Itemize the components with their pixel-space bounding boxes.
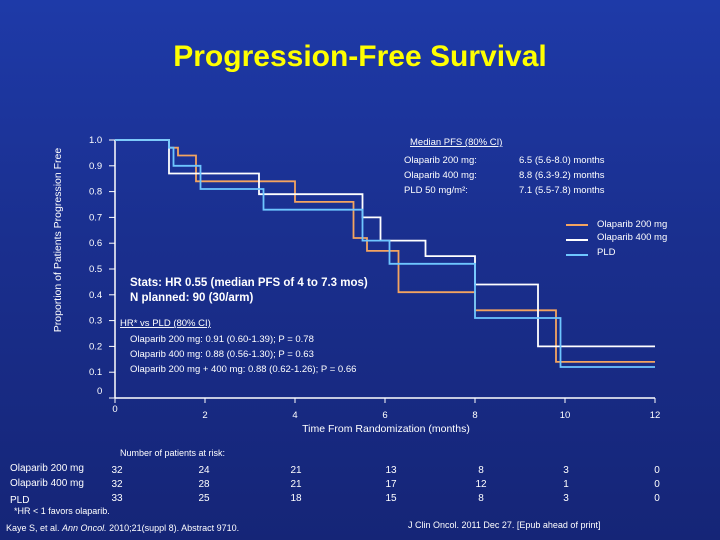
- chart-axes: 0 0.1 0.2 0.3 0.4 0.5 0.6 0.7 0.8 0.9 1.0 0 2 4 6 8 10 12: [89, 135, 660, 421]
- at-risk-cell: 32: [111, 465, 123, 476]
- legend-label-olaparib-200: Olaparib 200 mg: [597, 219, 667, 230]
- median-pfs-label-2: Olaparib 400 mg:: [404, 170, 477, 181]
- at-risk-cell: 8: [478, 465, 484, 476]
- at-risk-cell: 12: [475, 479, 487, 490]
- at-risk-cell: 21: [290, 479, 302, 490]
- x-tick-label: 2: [202, 410, 207, 421]
- x-tick-label: 10: [560, 410, 571, 421]
- at-risk-cell: 32: [111, 479, 123, 490]
- median-pfs-label-3: PLD 50 mg/m²:: [404, 185, 468, 196]
- y-tick-label: 0.3: [89, 316, 102, 327]
- y-tick-label: 0: [97, 386, 102, 397]
- at-risk-cell: 15: [385, 493, 397, 504]
- at-risk-cell: 0: [654, 479, 660, 490]
- at-risk-cell: 17: [385, 479, 397, 490]
- at-risk-cell: 28: [198, 479, 210, 490]
- y-tick-label: 0.5: [89, 264, 102, 275]
- stats-line-1: Stats: HR 0.55 (median PFS of 4 to 7.3 m…: [130, 277, 368, 289]
- at-risk-cell: 8: [478, 493, 484, 504]
- reference-authors: Kaye S, et al.: [6, 523, 60, 533]
- km-curves: [115, 139, 655, 368]
- y-tick-label: 0.1: [89, 367, 102, 378]
- y-tick-label: 0.6: [89, 238, 102, 249]
- x-axis-label: Time From Randomization (months): [302, 423, 470, 435]
- x-tick-label: 6: [382, 410, 387, 421]
- median-pfs-value-1: 6.5 (5.6-8.0) months: [519, 155, 605, 166]
- y-tick-label: 0.2: [89, 341, 102, 352]
- at-risk-row-label: Olaparib 200 mg: [10, 463, 84, 474]
- hr-row-2: Olaparib 400 mg: 0.88 (0.56-1.30); P = 0…: [130, 349, 314, 360]
- median-pfs-value-2: 8.8 (6.3-9.2) months: [519, 170, 605, 181]
- stats-line-2: N planned: 90 (30/arm): [130, 292, 254, 304]
- x-tick-label: 4: [292, 410, 297, 421]
- at-risk-cell: 0: [654, 465, 660, 476]
- footnote: *HR < 1 favors olaparib.: [14, 506, 110, 516]
- reference-journal: Ann Oncol.: [62, 523, 107, 533]
- at-risk-row-label: PLD: [10, 495, 30, 506]
- x-tick-label: 0: [112, 404, 117, 415]
- reference: Kaye S, et al. Ann Oncol. 2010;21(suppl …: [6, 523, 239, 533]
- median-pfs-header: Median PFS (80% CI): [410, 137, 502, 148]
- y-tick-label: 0.7: [89, 212, 102, 223]
- at-risk-row-label: Olaparib 400 mg: [10, 478, 84, 489]
- at-risk-cell: 25: [198, 493, 210, 504]
- at-risk-cell: 3: [563, 465, 569, 476]
- at-risk-cell: 24: [198, 465, 210, 476]
- at-risk-header: Number of patients at risk:: [120, 448, 226, 458]
- at-risk-cell: 0: [654, 493, 660, 504]
- series-line-olaparib-400-mg: [115, 139, 655, 348]
- legend: Olaparib 200 mg Olaparib 400 mg PLD: [566, 219, 667, 258]
- at-risk-cell: 33: [111, 493, 123, 504]
- at-risk-cell: 21: [290, 465, 302, 476]
- median-pfs-value-3: 7.1 (5.5-7.8) months: [519, 185, 605, 196]
- reference-rest: 2010;21(suppl 8). Abstract 9710.: [109, 523, 240, 533]
- y-tick-label: 0.8: [89, 187, 102, 198]
- series-line-pld: [115, 139, 655, 368]
- hr-row-1: Olaparib 200 mg: 0.91 (0.60-1.39); P = 0…: [130, 334, 314, 345]
- y-tick-label: 0.9: [89, 161, 102, 172]
- at-risk-cell: 3: [563, 493, 569, 504]
- median-pfs-label-1: Olaparib 200 mg:: [404, 155, 477, 166]
- hr-header: HR* vs PLD (80% CI): [120, 318, 211, 329]
- y-axis-label: Proportion of Patients Progression Free: [52, 148, 64, 333]
- citation: J Clin Oncol. 2011 Dec 27. [Epub ahead o…: [408, 520, 601, 530]
- at-risk-cell: 1: [563, 479, 569, 490]
- legend-label-pld: PLD: [597, 247, 616, 258]
- at-risk-cell: 13: [385, 465, 397, 476]
- at-risk-cell: 18: [290, 493, 302, 504]
- y-tick-label: 1.0: [89, 135, 102, 146]
- legend-label-olaparib-400: Olaparib 400 mg: [597, 232, 667, 243]
- slide-title: Progression-Free Survival: [173, 40, 547, 73]
- x-tick-label: 8: [472, 410, 477, 421]
- hr-row-3: Olaparib 200 mg + 400 mg: 0.88 (0.62-1.2…: [130, 364, 356, 375]
- y-tick-label: 0.4: [89, 290, 102, 301]
- x-tick-label: 12: [650, 410, 661, 421]
